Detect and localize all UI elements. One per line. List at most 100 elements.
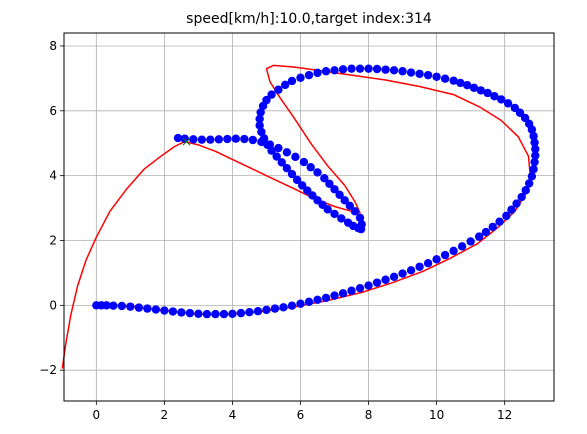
course-point [323, 205, 332, 214]
course-point [211, 309, 220, 319]
trajectory-line [61, 64, 531, 369]
y-tick-label-2: 2 [49, 234, 57, 248]
course-point [219, 309, 229, 319]
course-point [495, 217, 504, 226]
course-point [456, 78, 465, 88]
course-point [240, 134, 249, 144]
course-point [160, 306, 169, 315]
chart-title: speed[km/h]:10.0,target index:314 [186, 11, 432, 27]
course-point [102, 301, 111, 310]
course-point [481, 227, 491, 237]
course-point [313, 168, 322, 177]
course-point [440, 250, 450, 260]
course-point [287, 76, 297, 86]
course-point [304, 297, 314, 306]
course-point [274, 85, 283, 94]
x-tick-label-1: 2 [161, 408, 169, 422]
course-point [372, 64, 382, 74]
course-point [255, 121, 264, 130]
course-point [194, 309, 203, 318]
course-point [272, 152, 281, 161]
course-point [151, 305, 161, 314]
course-point [398, 269, 407, 278]
y-tick-label-5: 8 [49, 39, 57, 53]
course-point [168, 307, 178, 316]
course-point [520, 113, 530, 123]
course-point [355, 283, 365, 293]
course-point [270, 304, 280, 313]
course-point [265, 140, 275, 149]
x-tick-label-6: 12 [497, 408, 512, 422]
course-point [340, 196, 349, 205]
course-point [185, 308, 195, 318]
course-point [457, 242, 467, 251]
course-point [197, 135, 207, 144]
course-point [126, 302, 135, 311]
course-point [330, 291, 339, 300]
course-point [330, 66, 339, 75]
course-point [440, 74, 450, 83]
course-point [325, 179, 334, 188]
course-point [415, 69, 424, 79]
course-point [347, 286, 356, 295]
course-point [517, 192, 526, 202]
course-point [423, 70, 433, 80]
course-point [143, 304, 152, 313]
course-point [330, 185, 339, 194]
course-point [406, 68, 416, 77]
course-point [521, 186, 530, 195]
course-point [214, 135, 224, 144]
course-point [297, 181, 307, 190]
y-tick-label-3: 4 [49, 169, 57, 183]
course-point [296, 73, 305, 82]
course-point [248, 135, 258, 145]
course-point [531, 144, 540, 154]
course-point [277, 158, 286, 167]
course-point [177, 308, 186, 317]
course-point [381, 65, 390, 74]
course-point [223, 134, 232, 144]
course-point [502, 211, 511, 221]
course-point [530, 138, 539, 147]
course-point [202, 309, 212, 319]
course-point [355, 213, 365, 223]
course-point [134, 303, 144, 312]
course-point [337, 214, 346, 223]
course-point [357, 220, 366, 229]
course-point [531, 151, 540, 160]
x-tick-label-5: 10 [429, 408, 444, 422]
course-point [330, 209, 339, 219]
course-point [257, 137, 266, 147]
course-point [355, 64, 365, 73]
course-point [313, 68, 322, 78]
course-point [449, 76, 458, 85]
course-point [335, 190, 344, 199]
course-point [257, 127, 266, 137]
course-point [529, 131, 538, 141]
course-point [529, 164, 538, 174]
course-point [488, 222, 497, 232]
course-point [236, 308, 246, 318]
course-point [345, 201, 355, 211]
course-point [510, 103, 520, 113]
course-point [109, 301, 118, 310]
course-point [463, 81, 472, 90]
course-point [189, 135, 198, 144]
course-point [292, 175, 302, 185]
course-point [321, 67, 331, 76]
course-point [512, 199, 521, 208]
course-point [253, 306, 263, 316]
course-point [304, 70, 314, 80]
course-point [306, 163, 315, 172]
target-marker-stroke-b [182, 137, 191, 146]
course-point [231, 134, 241, 143]
course-point [406, 266, 416, 275]
course-point [296, 299, 305, 308]
course-point [338, 65, 348, 74]
y-tick-label-1: 0 [49, 298, 57, 312]
course-point [347, 64, 356, 73]
course-point [299, 157, 309, 167]
course-point [432, 255, 441, 264]
